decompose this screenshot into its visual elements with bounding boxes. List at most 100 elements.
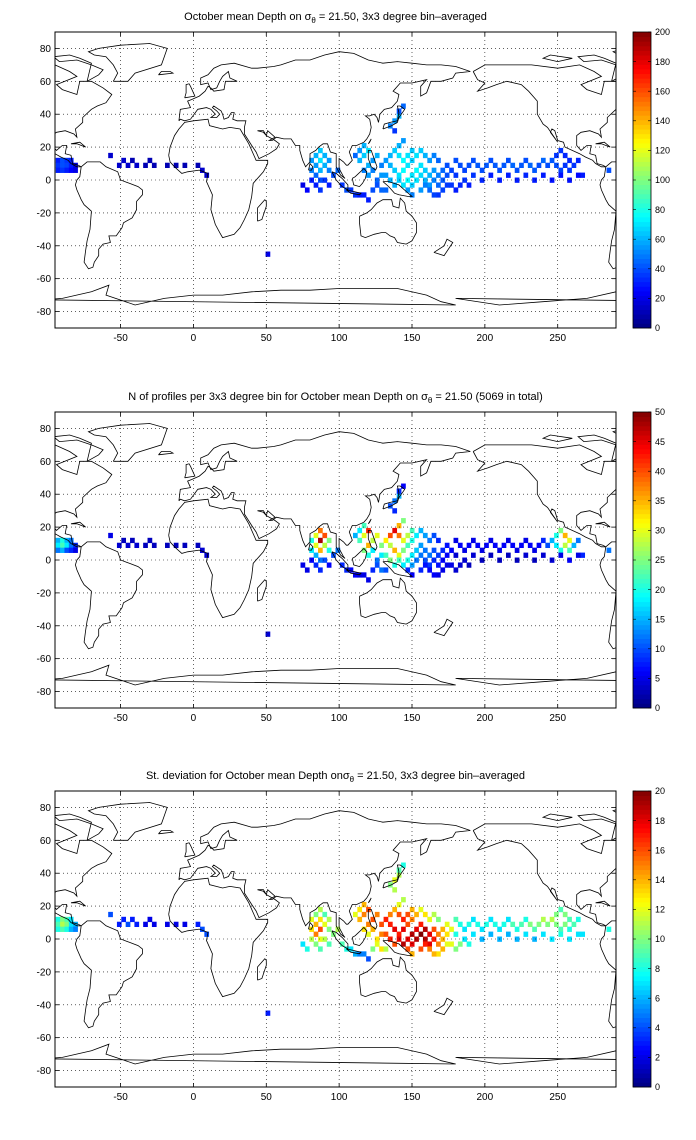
y-tick-label: -20	[37, 588, 52, 599]
colorbar-step	[633, 1008, 651, 1014]
data-cell	[326, 537, 332, 544]
data-cell	[318, 547, 323, 553]
colorbar-step	[633, 809, 651, 815]
colorbar-step	[633, 629, 651, 635]
data-cell	[300, 182, 306, 188]
data-cell	[401, 562, 406, 568]
data-cell	[536, 542, 542, 549]
data-cell	[383, 157, 389, 164]
colorbar-step	[633, 1054, 651, 1060]
colorbar-step	[633, 532, 651, 538]
data-cell	[431, 177, 437, 183]
colorbar-tick-label: 60	[655, 234, 665, 244]
data-cell	[571, 921, 577, 928]
colorbar-step	[633, 230, 651, 236]
data-cell	[514, 547, 520, 553]
colorbar-step	[633, 874, 651, 880]
colorbar-step	[633, 897, 651, 903]
data-cell	[440, 926, 446, 932]
data-cell	[562, 542, 568, 549]
coastline	[367, 530, 378, 551]
data-cell	[352, 192, 358, 198]
data-cell	[536, 921, 542, 928]
data-cell	[370, 946, 376, 952]
data-cell	[318, 527, 323, 534]
data-cell	[549, 557, 555, 563]
data-cell	[396, 493, 402, 499]
colorbar: 0 5 10 15 20 25 30 35 40 45 50	[632, 407, 665, 713]
data-cell	[401, 916, 406, 923]
data-cell	[580, 931, 586, 937]
data-cell	[418, 172, 424, 178]
colorbar-step	[633, 832, 651, 838]
data-cell	[143, 162, 148, 169]
data-cell	[444, 542, 450, 549]
data-cell	[418, 921, 424, 928]
coastline	[346, 189, 362, 196]
data-cell	[374, 941, 380, 947]
colorbar-step	[633, 244, 651, 250]
colorbar-step	[633, 1073, 651, 1079]
coastline	[367, 138, 372, 145]
data-cell	[540, 172, 546, 178]
data-cell	[60, 926, 65, 932]
data-cell	[527, 162, 533, 169]
data-cell	[318, 906, 323, 913]
data-cell	[313, 911, 319, 918]
data-cell	[55, 921, 61, 928]
colorbar-step	[633, 421, 651, 427]
colorbar-step	[633, 814, 651, 820]
coastline	[331, 171, 349, 191]
colorbar-step	[633, 439, 651, 445]
data-cell	[457, 562, 463, 568]
data-cell	[471, 931, 476, 937]
coastline	[168, 118, 269, 239]
data-cell	[396, 902, 402, 908]
coastline	[184, 83, 196, 99]
x-tick-label: 100	[331, 1092, 348, 1103]
data-cell	[304, 567, 310, 573]
data-cell	[554, 152, 559, 159]
colorbar-step	[633, 698, 651, 704]
colorbar-step	[633, 1017, 651, 1023]
data-cell	[357, 527, 363, 534]
y-tick-label: 20	[40, 902, 52, 913]
x-tick-label: 250	[549, 713, 566, 724]
y-tick-label: -40	[37, 1000, 52, 1011]
coastline	[70, 900, 86, 907]
data-cell	[401, 941, 406, 947]
data-cell	[116, 162, 122, 169]
coastline	[87, 43, 168, 82]
data-cell	[55, 547, 61, 553]
coastline	[472, 823, 616, 927]
data-cell	[374, 557, 380, 563]
chart-title-text-end: = 21.50, 3x3 degree bin–averaged	[316, 11, 487, 23]
data-cell	[449, 167, 454, 173]
data-cell	[571, 162, 577, 169]
colorbar-step	[633, 254, 651, 260]
data-cell	[339, 182, 345, 188]
colorbar-step	[633, 560, 651, 566]
data-cell	[549, 936, 555, 942]
colorbar-step	[633, 41, 651, 47]
data-cell	[606, 167, 612, 173]
colorbar-step	[633, 606, 651, 612]
data-cell	[265, 251, 271, 257]
data-cell	[318, 916, 323, 923]
data-cell	[497, 547, 502, 553]
data-cell	[514, 167, 520, 173]
x-tick-label: -50	[113, 333, 128, 344]
data-cell	[396, 523, 402, 529]
data-cell	[396, 867, 402, 873]
data-cell	[554, 542, 559, 549]
data-cell	[326, 941, 332, 947]
data-cell	[466, 162, 472, 169]
colorbar-step	[633, 64, 651, 70]
data-cell	[580, 552, 586, 558]
colorbar-step	[633, 661, 651, 667]
coastline	[433, 997, 454, 1016]
data-cell	[405, 921, 411, 928]
colorbar-tick-label: 0	[655, 323, 660, 333]
data-cell	[519, 542, 524, 549]
